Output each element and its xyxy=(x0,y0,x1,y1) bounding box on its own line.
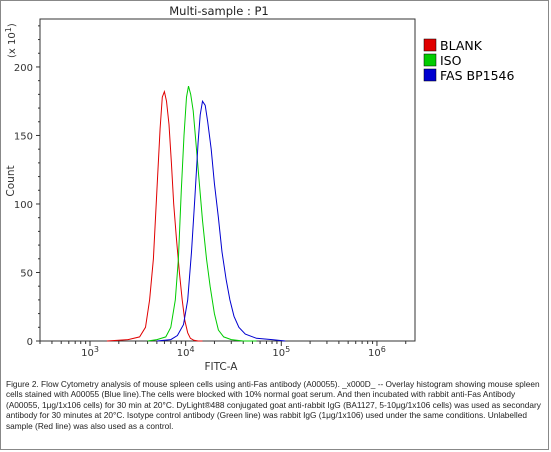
y-tick-label: 0 xyxy=(27,337,33,348)
legend-label: ISO xyxy=(440,53,462,68)
x-tick-label: 106 xyxy=(368,345,386,359)
x-axis-ticks: 103 104 105 106 xyxy=(39,341,407,359)
x-tick-label: 103 xyxy=(81,345,99,359)
x-tick-label: 104 xyxy=(177,345,195,359)
flow-cytometry-histogram: Multi-sample : P1 (x 101) Count FITC-A 0… xyxy=(4,4,514,373)
chart-title: Multi-sample : P1 xyxy=(169,4,269,18)
y-tick-label: 100 xyxy=(14,200,33,211)
figure-caption: Figure 2. Flow Cytometry analysis of mou… xyxy=(6,379,541,431)
y-axis-label: Count xyxy=(5,165,17,196)
y-tick-label: 50 xyxy=(20,268,33,279)
legend-swatch xyxy=(423,68,437,82)
y-axis-multiplier: (x 101) xyxy=(4,23,18,58)
x-axis-label: FITC-A xyxy=(204,361,238,373)
series-line-0 xyxy=(106,89,203,342)
series-lines xyxy=(106,85,286,342)
y-axis-ticks: 0 50 100 150 200 xyxy=(14,25,40,348)
plot-area-frame xyxy=(39,18,416,342)
y-tick-label: 150 xyxy=(14,131,33,142)
series-line-1 xyxy=(147,85,257,342)
x-tick-label: 105 xyxy=(272,345,290,359)
legend-label: FAS BP1546 xyxy=(440,68,514,83)
legend-label: BLANK xyxy=(440,38,483,53)
series-line-2 xyxy=(156,99,286,342)
legend-swatch xyxy=(423,53,437,67)
legend-swatch xyxy=(423,38,437,52)
y-tick-label: 200 xyxy=(14,63,33,74)
